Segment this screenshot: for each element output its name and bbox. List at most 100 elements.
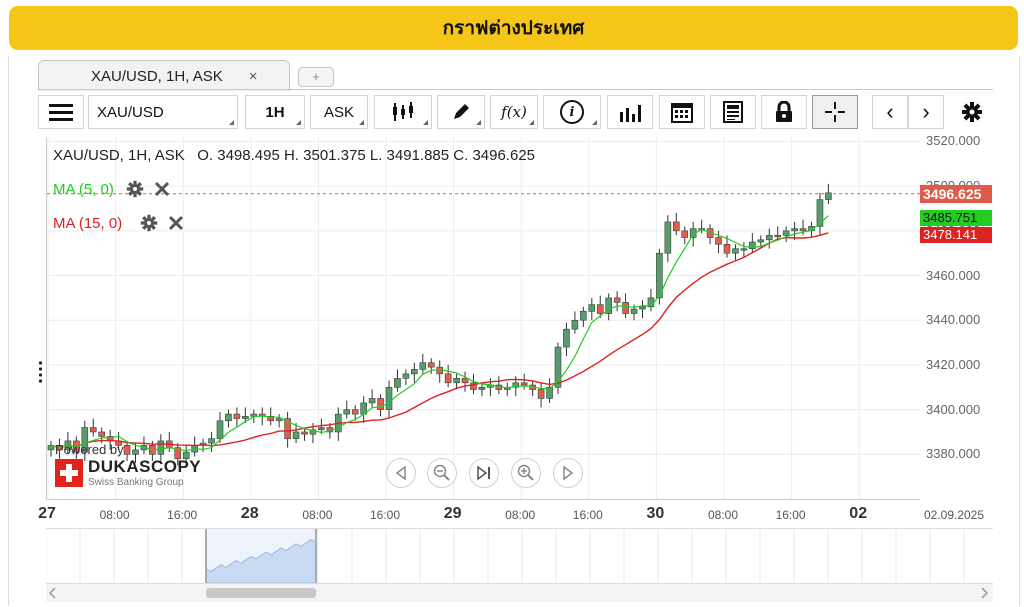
scroll-left-button[interactable] — [386, 458, 416, 488]
price-chart — [47, 137, 920, 499]
candle-body — [98, 431, 106, 437]
x-tick-label: 08:00 — [99, 508, 130, 522]
candle-body — [208, 438, 215, 444]
info-icon: i — [560, 100, 584, 124]
candle-body — [782, 230, 790, 236]
candle-body — [157, 440, 165, 455]
news-button[interactable] — [710, 95, 756, 129]
close-icon[interactable] — [168, 215, 184, 231]
play-end-icon — [477, 465, 490, 481]
candle-body — [318, 427, 325, 431]
candle-body — [537, 389, 545, 399]
page-banner: กราฟต่างประเทศ — [9, 6, 1018, 50]
powered-by-text: Powered by — [55, 442, 124, 457]
chart-type-button[interactable] — [374, 95, 432, 129]
x-day-label: 02 — [849, 505, 868, 522]
ma15-line — [50, 232, 829, 449]
side-handle[interactable] — [38, 359, 43, 383]
bar-chart-icon — [620, 105, 641, 122]
candle-body — [132, 449, 139, 455]
menu-button[interactable] — [38, 95, 84, 129]
fx-icon: f(x) — [501, 103, 527, 121]
calendar-button[interactable] — [659, 95, 705, 129]
chevron-right-icon: › — [922, 99, 930, 124]
close-icon[interactable]: × — [248, 67, 258, 85]
candle-body — [394, 378, 401, 388]
minimap-area — [205, 539, 317, 584]
side-select[interactable]: ASK — [310, 95, 368, 129]
y-tick-label: 3420.000 — [926, 356, 981, 372]
candle-body — [554, 346, 562, 388]
chevron-left-icon: ‹ — [886, 99, 894, 124]
document-icon — [723, 101, 743, 123]
candle-body — [630, 308, 638, 314]
period-select[interactable]: 1H — [245, 95, 305, 129]
settings-button[interactable] — [950, 95, 994, 129]
triangle-left-icon — [395, 466, 406, 480]
candle-body — [639, 306, 646, 310]
chart-frame — [8, 56, 1020, 606]
lock-button[interactable] — [761, 95, 807, 129]
horizontal-scrollbar[interactable] — [46, 584, 993, 602]
scroll-back-button[interactable]: ‹ — [872, 95, 908, 129]
gear-icon[interactable] — [126, 180, 144, 198]
zoom-in-button[interactable] — [511, 458, 541, 488]
info-button[interactable]: i — [543, 95, 601, 129]
candle-body — [301, 431, 308, 435]
date-label: 02.09.2025 — [923, 508, 985, 522]
scrollbar-thumb — [206, 588, 316, 598]
price-axis[interactable]: 3520.0003500.0003480.0003460.0003440.000… — [920, 133, 994, 499]
close-icon[interactable] — [154, 181, 170, 197]
x-day-label: 30 — [646, 505, 665, 522]
volume-button[interactable] — [607, 95, 653, 129]
draw-button[interactable] — [437, 95, 485, 129]
navigator-minimap[interactable] — [45, 528, 993, 584]
chart-canvas[interactable]: XAU/USD, 1H, ASK O. 3498.495 H. 3501.375… — [38, 137, 920, 500]
candle-body — [174, 447, 182, 460]
ohlc-values: O. 3498.495 H. 3501.375 L. 3491.885 C. 3… — [197, 147, 536, 164]
x-tick-label: 16:00 — [775, 508, 806, 522]
crosshair-button[interactable] — [812, 95, 858, 129]
x-tick-label: 16:00 — [369, 508, 401, 522]
new-tab-button[interactable]: + — [298, 67, 334, 87]
candle-body — [588, 304, 596, 312]
x-tick-label: 08:00 — [707, 508, 739, 522]
candle-body — [596, 304, 604, 314]
candle-body — [284, 418, 291, 439]
candle-body — [512, 382, 520, 388]
candle-body — [622, 302, 629, 314]
candle-body — [81, 427, 89, 453]
symbol-value: XAU/USD — [97, 103, 164, 121]
ma5-price-tag: 3485.751 — [920, 210, 992, 226]
candle-body — [368, 398, 376, 404]
indicators-button[interactable]: f(x) — [490, 95, 538, 129]
current-price-tag: 3496.625 — [920, 184, 992, 203]
candle-body — [470, 382, 477, 390]
candle-body — [681, 230, 689, 238]
candle-body — [664, 221, 672, 254]
dukascopy-logo: Powered by DUKASCOPY Swiss Banking Group — [55, 442, 201, 488]
reset-chart-button[interactable] — [469, 458, 499, 488]
candle-body — [377, 398, 384, 410]
candle-body — [732, 248, 739, 254]
gear-icon[interactable] — [140, 214, 158, 232]
candle-body — [520, 382, 528, 386]
ohlc-legend: XAU/USD, 1H, ASK O. 3498.495 H. 3501.375… — [53, 147, 535, 164]
triangle-right-icon — [563, 466, 574, 480]
ma15-legend: MA (15, 0) — [53, 214, 184, 232]
hamburger-icon — [49, 104, 73, 121]
y-tick-label: 3400.000 — [926, 401, 981, 417]
candle-body — [242, 416, 249, 419]
candle-body — [182, 451, 190, 460]
y-tick-label: 3460.000 — [926, 267, 981, 283]
symbol-select[interactable]: XAU/USD — [88, 95, 238, 129]
tab-xauusd[interactable]: XAU/USD, 1H, ASK × — [38, 60, 290, 91]
candle-body — [774, 235, 782, 238]
candle-body — [292, 431, 300, 439]
scroll-right-button[interactable] — [553, 458, 583, 488]
candle-body — [571, 319, 579, 330]
candle-body — [267, 416, 274, 422]
zoom-out-button[interactable] — [427, 458, 457, 488]
candle-body — [453, 378, 460, 384]
scroll-forward-button[interactable]: › — [908, 95, 944, 129]
